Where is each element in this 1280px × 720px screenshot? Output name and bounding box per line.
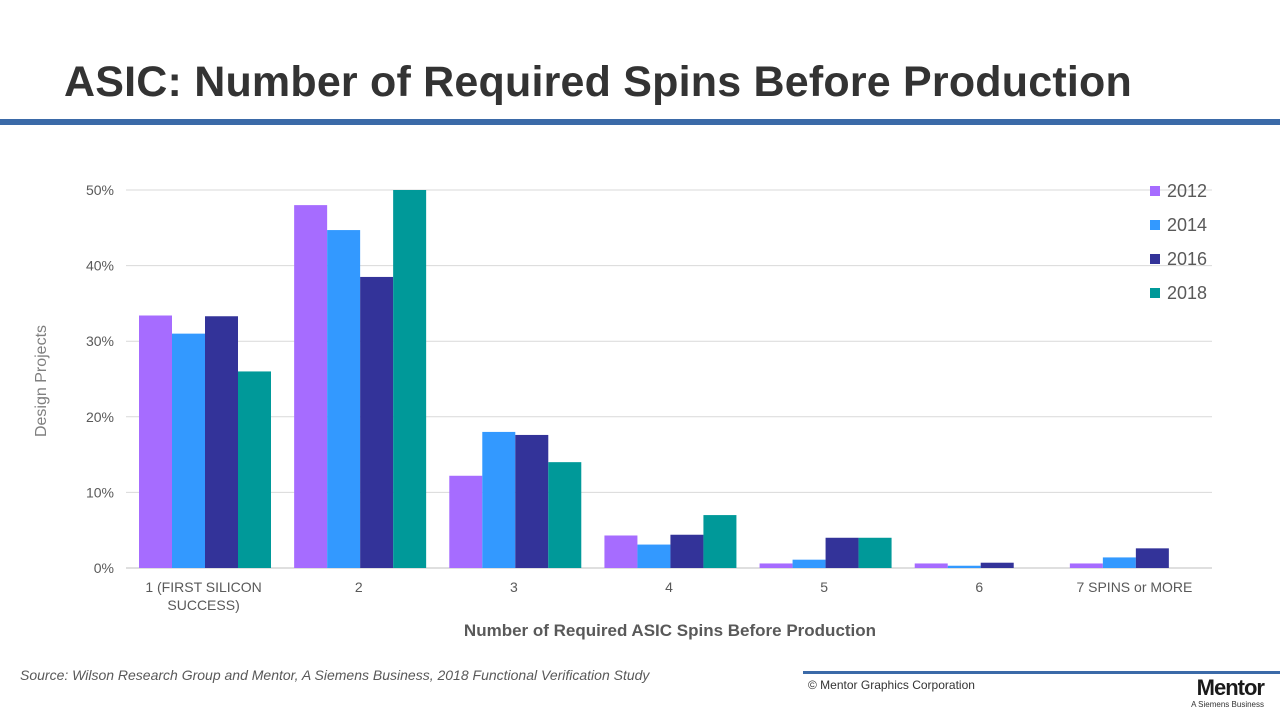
legend-item-2018: 2018 [1150,276,1207,310]
legend-swatch [1150,186,1160,196]
y-tick-label: 40% [86,258,114,274]
mentor-logo: Mentor A Siemens Business [1162,675,1265,710]
x-tick-label: 1 (FIRST SILICON SUCCESS) [145,579,261,613]
bar-2016-6 [1135,548,1169,568]
bar-2012-6 [1069,563,1103,568]
legend-label: 2016 [1167,248,1208,269]
bar-2014-3 [637,544,671,568]
x-axis-label: Number of Required ASIC Spins Before Pro… [464,621,876,640]
legend-swatch [1150,288,1160,298]
y-tick-label: 20% [86,409,114,425]
y-tick-label: 10% [86,484,114,500]
bar-2014-4 [792,559,826,568]
x-tick-label: 6 [975,579,983,595]
bar-2012-0 [139,315,172,568]
y-axis-ticks: 0% 10% 20% 30% 40% 50% [86,182,114,576]
slide-title: ASIC: Number of Required Spins Before Pr… [64,58,1132,106]
bar-2014-2 [482,431,516,568]
bars [139,190,1169,568]
legend-swatch [1150,220,1160,230]
x-tick-label: 2 [355,579,363,595]
legend-label: 2012 [1167,180,1208,201]
bar-2012-2 [449,475,483,568]
bar-2014-5 [947,565,981,568]
x-tick-label: 4 [665,579,673,595]
bar-2016-4 [825,537,859,568]
legend-item-2014: 2014 [1150,208,1207,242]
x-tick-label: 3 [510,579,518,595]
grid-lines [126,189,1212,569]
bar-2018-0 [238,371,271,568]
logo-tagline: A Siemens Business [1191,700,1264,709]
bar-2012-4 [759,563,793,568]
bar-2018-2 [548,462,582,568]
legend-item-2016: 2016 [1150,242,1207,276]
bar-2012-5 [914,563,948,568]
footer-divider [803,671,1280,674]
bar-2018-4 [858,537,892,568]
bar-2016-2 [515,434,549,568]
x-axis-ticks: 1 (FIRST SILICON SUCCESS) 2 3 4 5 6 7 SPINS or … [145,579,1192,613]
y-tick-label: 0% [94,560,114,576]
x-tick-label: 7 SPINS or MORE [1076,579,1192,595]
y-axis-label: Design Projects [33,325,50,437]
y-tick-label: 50% [86,182,114,198]
bar-2016-3 [670,534,704,568]
bar-2018-1 [393,190,427,568]
bar-2014-6 [1102,557,1136,568]
bar-2012-1 [294,205,328,568]
bar-2012-3 [604,535,638,568]
bar-2016-1 [360,276,394,568]
source-note: Source: Wilson Research Group and Mentor… [20,667,650,683]
legend-item-2012: 2012 [1150,174,1207,208]
legend-swatch [1150,254,1160,264]
y-tick-label: 30% [86,333,114,349]
title-divider [0,119,1280,125]
bar-2014-0 [172,333,205,568]
copyright-text: © Mentor Graphics Corporation [808,678,975,692]
logo-wordmark: Mentor [1196,675,1265,700]
bar-2016-0 [205,316,238,568]
bar-2016-5 [980,562,1014,568]
bar-2018-3 [703,515,737,568]
chart-legend: 2012 2014 2016 2018 [1150,174,1207,310]
legend-label: 2014 [1167,214,1208,235]
bar-2014-1 [327,230,361,568]
legend-label: 2018 [1167,282,1208,303]
x-tick-label: 5 [820,579,828,595]
